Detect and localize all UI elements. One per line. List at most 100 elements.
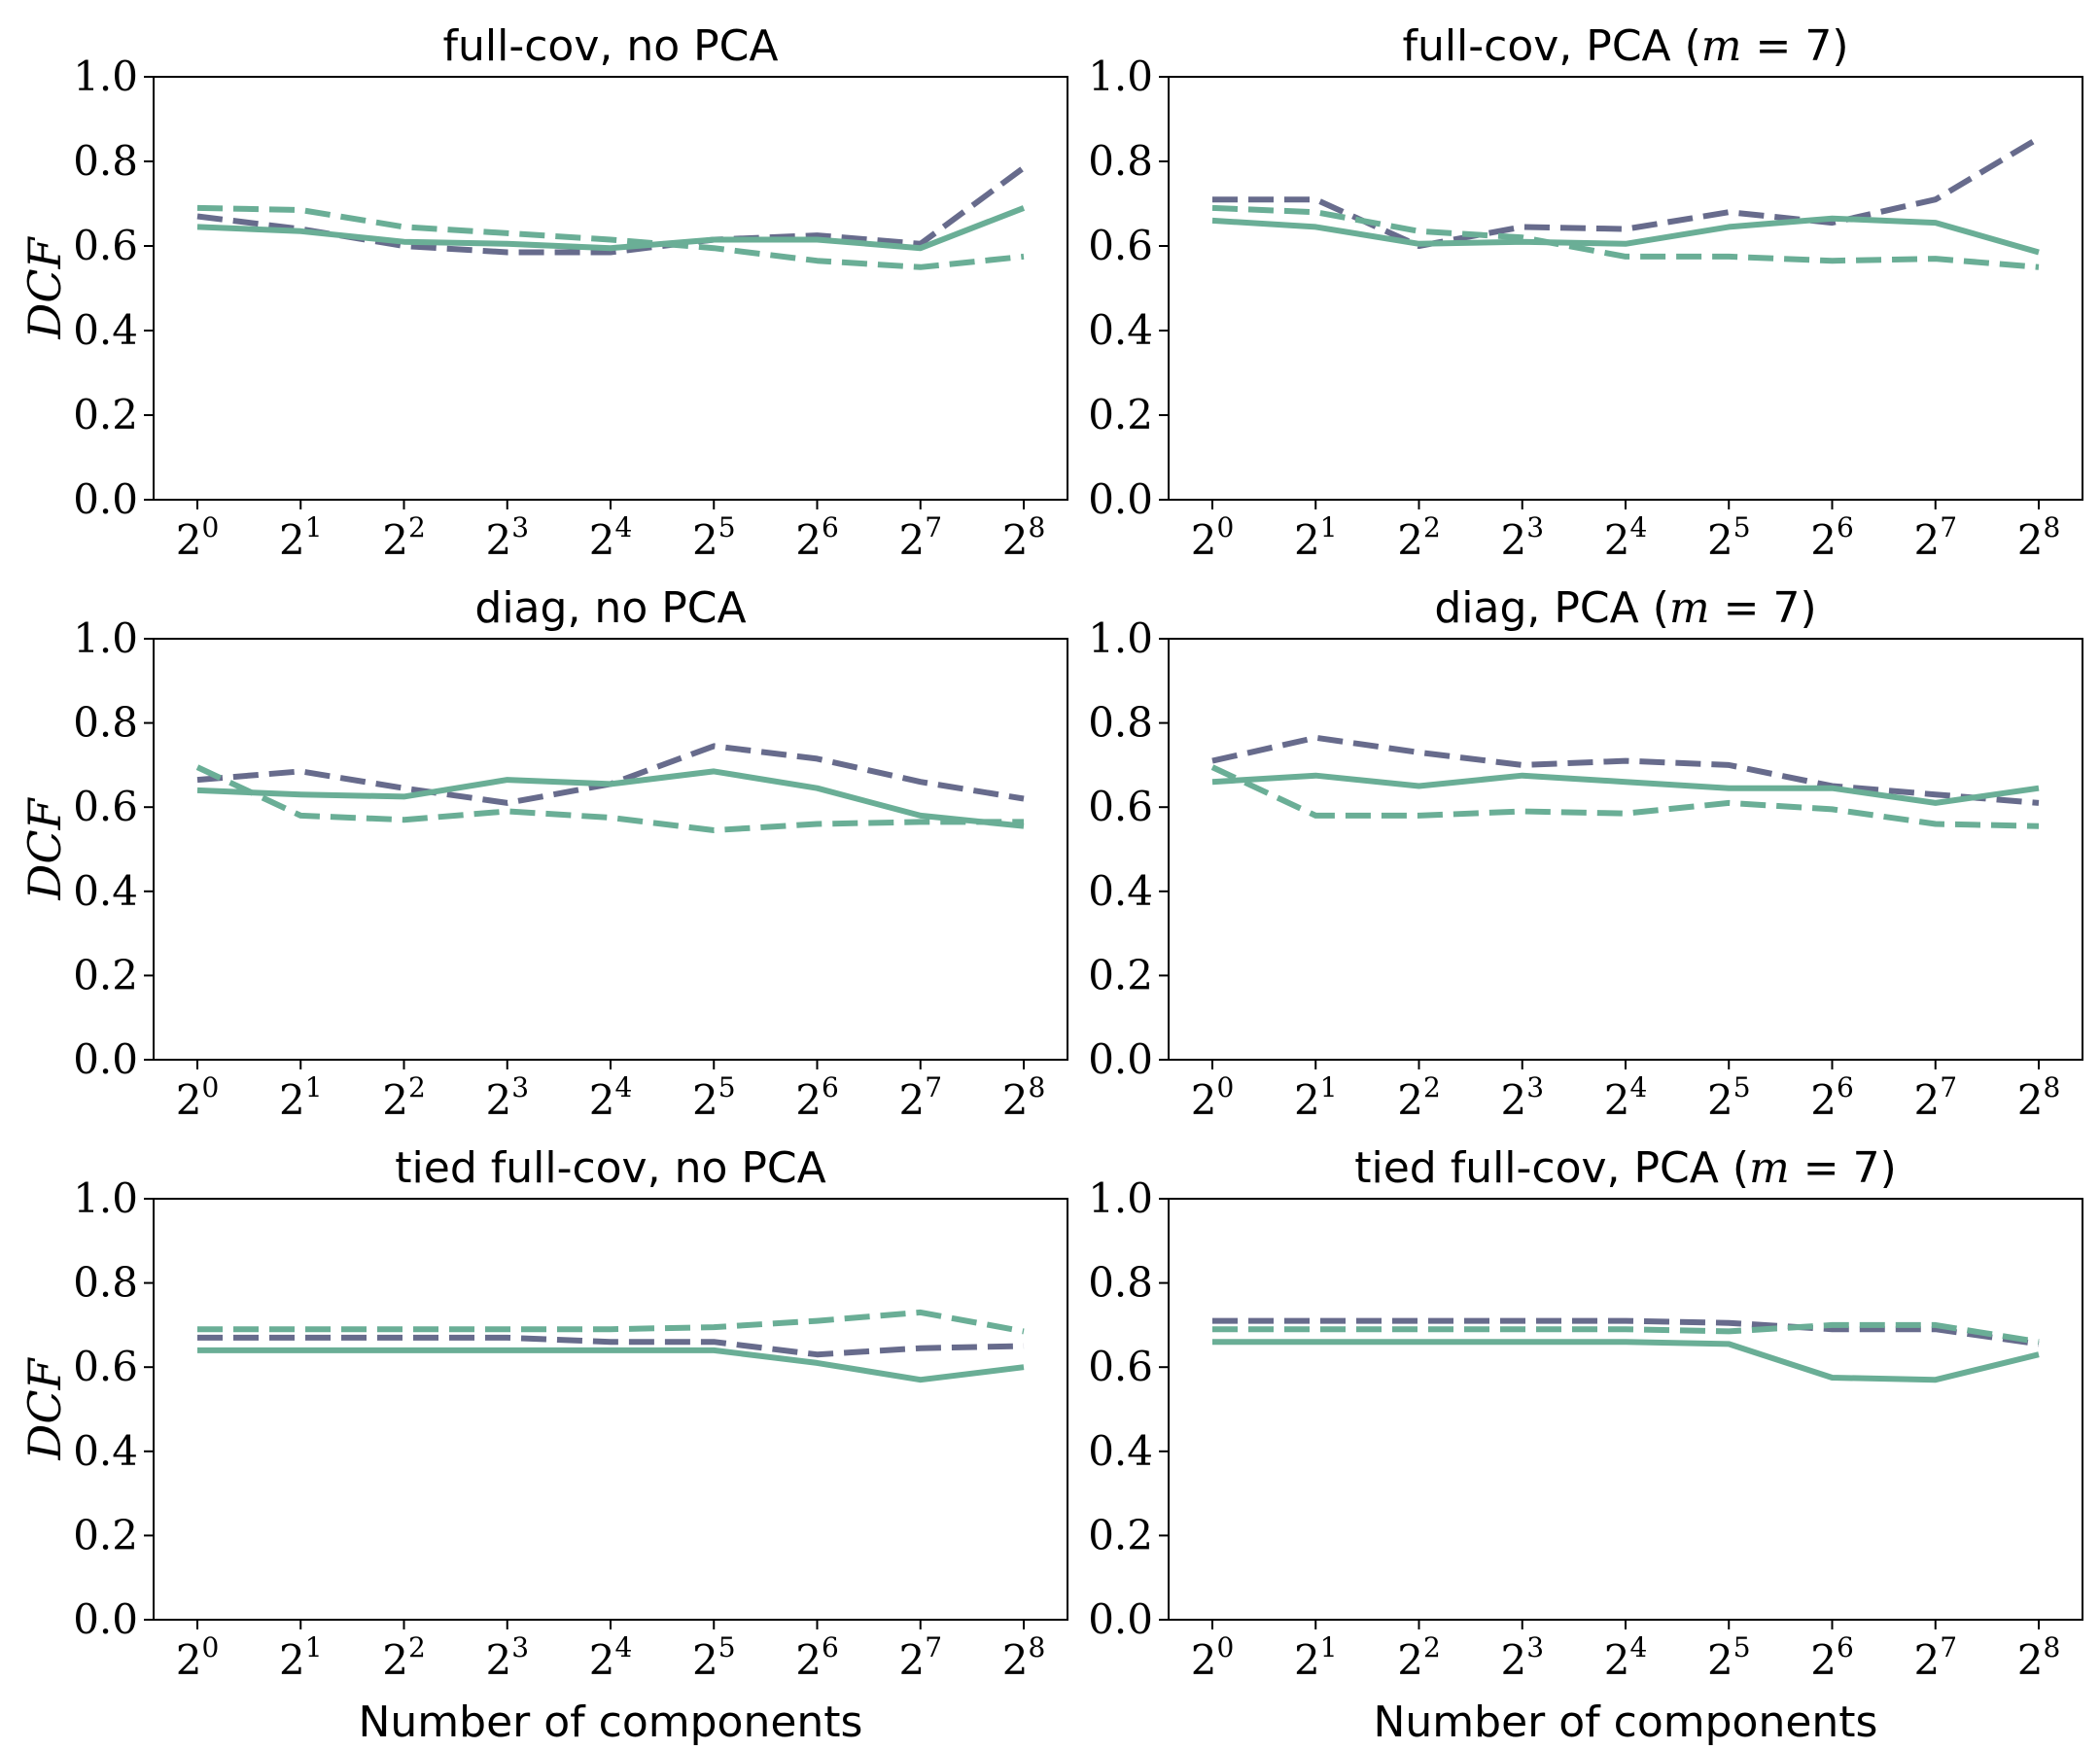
chart-panel-6: 0.0 0.2 0.4 0.6 0.8 1.0 20 21 22 23 24 25 26 27 28 tied… [1088, 1143, 2083, 1747]
x-tick-label: 22 [382, 511, 426, 564]
series-line-1 [197, 1334, 1025, 1358]
y-tick-label: 0.0 [1088, 475, 1153, 523]
panel-title: diag, PCA (m = 7) [1434, 583, 1816, 633]
x-tick-label: 28 [2017, 1631, 2061, 1684]
x-tick-label: 21 [279, 1631, 323, 1684]
x-tick-label: 22 [382, 1631, 426, 1684]
x-tick-label: 27 [1913, 1631, 1957, 1684]
y-axis-label: DCF [18, 235, 71, 339]
x-tick-label: 23 [1500, 1071, 1544, 1124]
x-tick-label: 25 [1707, 511, 1751, 564]
series-line-1 [196, 165, 1026, 256]
x-tick-label: 21 [279, 511, 323, 564]
x-tick-label: 25 [1707, 1631, 1751, 1684]
y-tick-label: 0.6 [73, 222, 138, 269]
x-tick-label: 22 [382, 1071, 426, 1124]
series-line-3 [1212, 1339, 2040, 1383]
y-tick-label: 0.8 [73, 699, 138, 747]
chart-panel-2: 0.0 0.2 0.4 0.6 0.8 1.0 20 21 22 23 24 25 26 27 28 full… [1088, 21, 2083, 564]
x-tick-label: 21 [1294, 1071, 1338, 1124]
x-axis-label: Number of components [359, 1698, 863, 1747]
x-tick-label: 28 [1002, 1071, 1046, 1124]
x-tick-label: 25 [692, 1631, 736, 1684]
x-tick-label: 20 [1191, 511, 1235, 564]
x-tick-label: 27 [898, 1631, 942, 1684]
x-tick-label: 24 [1604, 511, 1648, 564]
y-tick-label: 0.8 [1088, 137, 1153, 185]
x-tick-label: 26 [1810, 1071, 1854, 1124]
y-tick-label: 0.4 [73, 867, 138, 915]
y-tick-label: 0.8 [73, 137, 138, 185]
x-tick-label: 23 [485, 1071, 529, 1124]
chart-panel-4: 0.0 0.2 0.4 0.6 0.8 1.0 20 21 22 23 24 25 26 27 28 diag… [1088, 583, 2083, 1124]
x-tick-label: 23 [485, 1631, 529, 1684]
series-line-2 [196, 204, 1025, 270]
y-tick-label: 0.6 [1088, 783, 1153, 830]
x-tick-label: 27 [898, 1071, 942, 1124]
y-tick-label: 0.2 [73, 1511, 138, 1558]
y-tick-label: 0.8 [73, 1259, 138, 1307]
x-tick-label: 20 [1191, 1631, 1235, 1684]
y-axis-label: DCF [18, 1356, 71, 1460]
y-tick-label: 1.0 [73, 614, 138, 662]
y-tick-label: 0.4 [73, 306, 138, 354]
y-tick-label: 0.2 [1088, 951, 1153, 998]
x-tick-label: 27 [1913, 511, 1957, 564]
series-line-3 [196, 768, 1025, 829]
plot-frame [1168, 1198, 2083, 1621]
x-tick-label: 23 [1500, 511, 1544, 564]
chart-panel-3: 0.0 0.2 0.4 0.6 0.8 1.0 20 21 22 23 24 25 26 27 28 diag… [18, 583, 1068, 1124]
series-line-1 [1212, 135, 2041, 249]
x-tick-label: 26 [795, 1071, 839, 1124]
x-tick-label: 20 [176, 1631, 220, 1684]
y-tick-label: 0.0 [73, 1035, 138, 1083]
x-tick-label: 28 [2017, 1071, 2061, 1124]
x-tick-label: 23 [1500, 1631, 1544, 1684]
series-line-2 [1210, 764, 2040, 829]
y-tick-label: 0.0 [1088, 1595, 1153, 1643]
y-tick-label: 0.2 [73, 391, 138, 438]
plot-frame [153, 638, 1068, 1061]
y-tick-label: 0.4 [1088, 1427, 1153, 1475]
plot-frame [153, 1198, 1068, 1621]
x-tick-label: 21 [279, 1071, 323, 1124]
y-tick-label: 1.0 [73, 1174, 138, 1222]
x-tick-label: 26 [1810, 511, 1854, 564]
y-tick-label: 0.2 [1088, 1511, 1153, 1558]
series-line-3 [1211, 215, 2040, 256]
series-line-2 [195, 764, 1024, 833]
x-tick-label: 23 [485, 511, 529, 564]
x-tick-label: 22 [1397, 1631, 1441, 1684]
series-line-3 [197, 1347, 1025, 1383]
panel-title: tied full-cov, PCA (m = 7) [1354, 1143, 1897, 1193]
series-line-3 [196, 205, 1026, 252]
x-tick-label: 21 [1294, 511, 1338, 564]
chart-panel-1: 0.0 0.2 0.4 0.6 0.8 1.0 20 21 22 23 24 25 26 27 28 full… [18, 21, 1068, 564]
x-tick-label: 22 [1397, 511, 1441, 564]
x-tick-label: 26 [795, 511, 839, 564]
y-tick-label: 0.6 [73, 783, 138, 830]
x-tick-label: 24 [1604, 1631, 1648, 1684]
y-tick-label: 0.0 [73, 475, 138, 523]
panel-title: tied full-cov, no PCA [395, 1143, 825, 1193]
x-tick-label: 21 [1294, 1631, 1338, 1684]
x-tick-label: 20 [176, 1071, 220, 1124]
x-axis-label: Number of components [1374, 1698, 1878, 1747]
plot-frame [1168, 638, 2083, 1061]
series-line-3 [1211, 772, 2040, 806]
x-tick-label: 25 [1707, 1071, 1751, 1124]
x-tick-label: 24 [1604, 1071, 1648, 1124]
x-tick-label: 28 [1002, 511, 1046, 564]
series-line-1 [1212, 1317, 2040, 1348]
x-tick-label: 25 [692, 511, 736, 564]
y-axis-label: DCF [18, 796, 71, 900]
plot-frame [1168, 76, 2083, 501]
y-tick-label: 0.4 [1088, 306, 1153, 354]
panel-title: full-cov, no PCA [443, 21, 779, 71]
series-line-1 [1211, 734, 2040, 806]
panel-title: full-cov, PCA (m = 7) [1402, 21, 1848, 71]
plot-frame [153, 76, 1068, 501]
x-tick-label: 24 [589, 1631, 633, 1684]
y-tick-label: 1.0 [1088, 52, 1153, 100]
x-tick-label: 24 [589, 511, 633, 564]
